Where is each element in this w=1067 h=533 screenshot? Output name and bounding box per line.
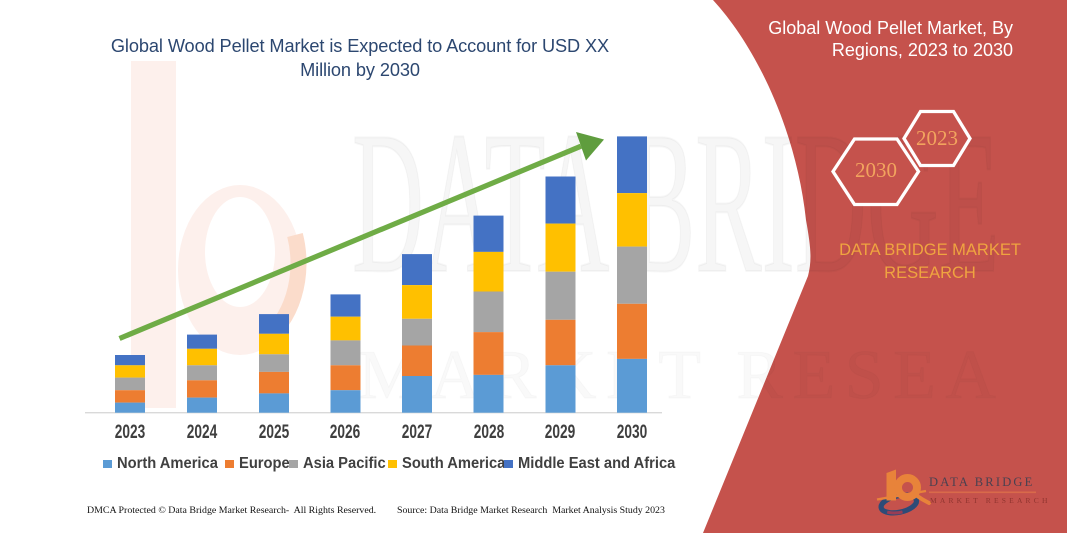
svg-text:MARKET RESEA: MARKET RESEA	[358, 337, 1005, 414]
